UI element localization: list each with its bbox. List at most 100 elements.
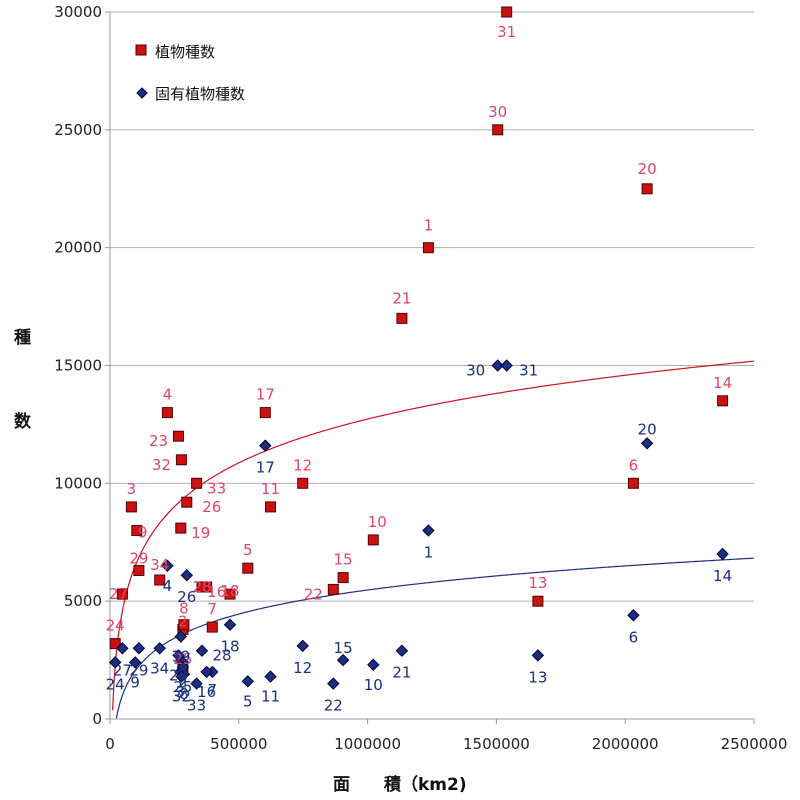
legend-label-endemic: 固有植物種数 [155,85,245,103]
species-label-29: 29 [129,550,148,568]
species-label-15: 15 [334,551,353,569]
trendline-species [112,360,755,711]
endemic-point-16 [200,665,213,679]
species-point-4 [161,407,173,419]
species-point-23 [173,430,184,442]
endemic-label-5: 5 [243,692,253,710]
endemic-point-5 [241,675,255,688]
species-label-28: 28 [192,578,211,596]
endemic-point-24 [108,656,122,669]
endemic-point-33 [190,677,203,690]
species-label-17: 17 [256,386,275,404]
endemic-label-30: 30 [466,362,485,380]
species-point-32 [175,454,187,466]
species-label-6: 6 [629,456,639,474]
species-label-26: 26 [202,498,221,516]
species-label-19: 19 [191,524,210,542]
species-label-13: 13 [528,574,547,592]
legend-background [125,30,325,122]
x-tick-label: 1500000 [463,735,530,753]
endemic-label-17: 17 [256,459,275,477]
species-label-2: 2 [178,612,188,630]
x-tick-label: 2000000 [592,735,659,753]
endemic-label-3: 3 [176,683,186,701]
endemic-label-1: 1 [424,544,434,562]
endemic-point-12 [296,639,309,653]
species-point-19 [175,522,187,534]
species-point-30 [492,124,504,136]
endemic-point-13 [531,649,545,662]
species-label-27: 27 [109,585,128,603]
endemic-point-23 [172,649,185,662]
species-point-15 [337,572,349,584]
endemic-label-4: 4 [163,577,173,595]
species-point-18 [224,588,236,600]
y-tick-label: 30000 [54,3,102,21]
x-tick-label: 1000000 [334,735,401,753]
y-tick-label: 0 [92,710,102,728]
species-label-7: 7 [208,600,218,618]
species-label-33: 33 [207,479,226,497]
species-label-4: 4 [163,386,173,404]
species-label-18: 18 [220,582,239,600]
endemic-point-17 [259,439,272,452]
species-point-8 [178,619,190,631]
species-label-9: 9 [138,524,148,542]
endemic-label-24: 24 [106,675,125,693]
species-point-13 [532,595,544,607]
y-tick-labels: 0 5000 10000 15000 20000 25000 30000 [54,3,110,728]
endemic-point-1 [422,524,435,537]
y-tick-label: 20000 [54,239,102,257]
species-label-23: 23 [149,432,168,450]
endemic-label-12: 12 [293,659,312,677]
species-label-5: 5 [243,541,253,559]
endemic-point-21 [395,644,409,657]
species-label-8: 8 [179,600,189,618]
species-label-24: 24 [106,617,125,635]
species-point-29 [133,565,145,576]
species-point-27 [116,588,128,600]
species-point-12 [297,477,309,489]
species-label-10: 10 [368,513,387,531]
y-tick-label: 25000 [54,121,102,139]
species-label-14: 14 [713,374,732,392]
species-point-11 [265,501,276,513]
endemic-point-4 [161,559,174,573]
species-point-10 [367,534,379,546]
species-point-28 [196,581,208,593]
endemic-point-32 [175,670,188,683]
endemic-label-28: 28 [212,647,231,665]
species-label-22: 22 [304,585,323,603]
endemic-label-9: 9 [130,673,140,691]
species-label-30: 30 [488,103,507,121]
endemic-point-26 [180,568,194,582]
endemic-label-20: 20 [638,420,657,438]
endemic-point-18 [223,618,237,631]
species-label-34: 34 [150,556,169,574]
endemic-label-18: 18 [220,638,239,656]
endemic-label-33: 33 [187,697,206,715]
endemic-label-16: 16 [197,683,216,701]
species-label-12: 12 [293,456,312,474]
endemic-point-28 [195,644,209,657]
species-point-14 [717,395,729,407]
y-tick-label: 10000 [54,474,102,492]
species-point-6 [627,477,639,489]
endemic-point-10 [367,658,380,672]
species-label-3: 3 [127,480,137,498]
gridlines [110,11,754,602]
species-point-21 [396,312,408,324]
species-point-5 [242,562,254,574]
species-label-11: 11 [261,480,280,498]
data-points [108,6,729,690]
species-point-20 [641,183,653,195]
trendline-endemic [115,557,754,719]
species-label-21: 21 [392,289,411,307]
endemic-point-11 [264,670,277,683]
endemic-label-15: 15 [334,639,353,657]
endemic-point-27 [116,642,129,655]
endemic-point-15 [336,653,350,667]
endemic-point-6 [627,609,640,622]
species-label-25: 25 [173,650,192,668]
